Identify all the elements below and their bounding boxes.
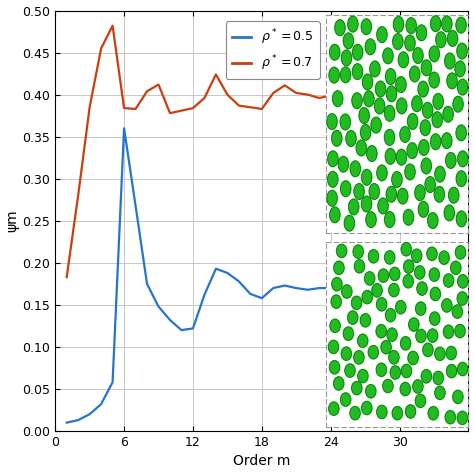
X-axis label: Order m: Order m: [233, 455, 291, 468]
Y-axis label: ψm: ψm: [6, 210, 19, 232]
Legend: $\rho^* = 0.5$, $\rho^* = 0.7$: $\rho^* = 0.5$, $\rho^* = 0.7$: [226, 21, 319, 79]
